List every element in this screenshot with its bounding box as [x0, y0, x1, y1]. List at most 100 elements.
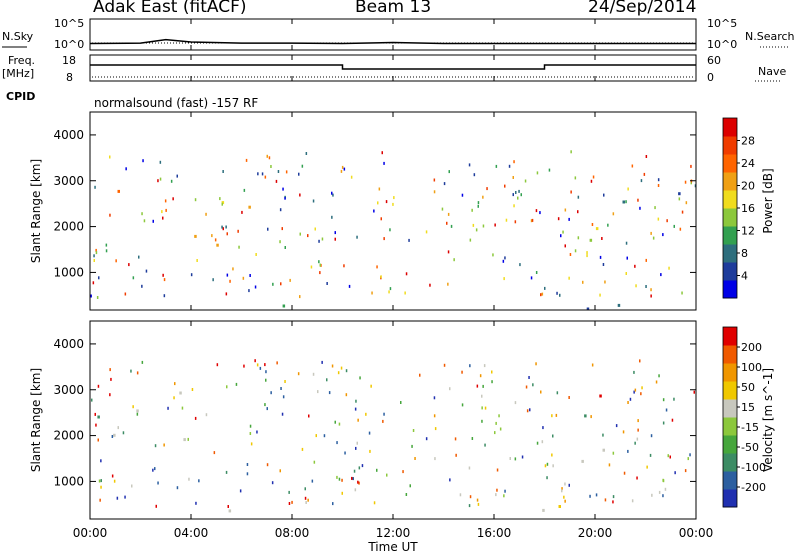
noise-cell — [530, 276, 533, 280]
noise-cell — [469, 238, 472, 242]
noise-cell — [574, 176, 577, 180]
noise-cell — [373, 501, 376, 505]
freq-unit: [MHz] — [2, 67, 34, 80]
colorbar-swatch — [723, 262, 737, 281]
noise-cell — [658, 374, 660, 378]
noise-cell — [111, 435, 114, 438]
noise-cell — [132, 405, 134, 409]
colorbar-swatch — [723, 244, 737, 263]
noise-cell — [475, 228, 478, 232]
noise-cell — [124, 495, 126, 499]
noise-cell — [205, 413, 208, 417]
noise-cell — [568, 396, 570, 399]
velocity-ylabel: Slant Range [km] — [29, 368, 43, 472]
noise-cell — [484, 443, 486, 447]
noise-cell — [225, 470, 228, 474]
noise-cell — [469, 495, 472, 499]
noise-cell — [222, 227, 224, 231]
noise-cell — [196, 259, 198, 262]
noise-cell — [113, 479, 116, 483]
noise-cell — [582, 280, 584, 284]
noise-cell — [331, 215, 333, 219]
noise-cell — [528, 376, 530, 379]
noise-cell — [167, 406, 169, 410]
noise-cell — [232, 267, 234, 271]
noise-cell — [307, 234, 309, 238]
noise-cell — [288, 490, 290, 494]
data-cell — [117, 189, 120, 193]
noise-cell — [665, 408, 668, 412]
noise-cell — [388, 290, 390, 294]
colorbar-swatch — [723, 489, 737, 508]
noise-cell — [517, 196, 519, 200]
noise-cell — [694, 184, 697, 188]
data-cell — [136, 409, 139, 413]
noise-cell — [172, 197, 174, 201]
noise-cell — [637, 428, 639, 432]
noise-cell — [266, 154, 268, 158]
data-cell — [599, 394, 602, 398]
noise-cell — [433, 414, 436, 418]
noise-cell — [447, 212, 450, 216]
noise-cell — [552, 434, 554, 438]
colorbar-tick-label: 20 — [741, 180, 755, 193]
x-tick-label: 08:00 — [275, 526, 310, 540]
noise-cell — [449, 387, 451, 391]
noise-cell — [187, 437, 189, 441]
noise-cell — [354, 488, 357, 492]
data-cell — [589, 238, 593, 242]
noise-cell — [540, 390, 542, 394]
noise-cell — [635, 284, 637, 288]
noise-cell — [163, 294, 166, 298]
noise-cell — [577, 236, 580, 240]
noise-cell — [441, 207, 444, 211]
noise-cell — [539, 211, 541, 215]
noise-cell — [90, 294, 92, 298]
noise-cell — [608, 463, 611, 467]
noise-cell — [259, 366, 262, 370]
noise-cell — [130, 369, 132, 373]
noise-cell — [345, 393, 348, 397]
noise-cell — [535, 209, 538, 213]
noise-cell — [443, 363, 446, 367]
noise-cell — [276, 361, 278, 365]
noise-cell — [468, 466, 471, 470]
noise-cell — [304, 487, 306, 491]
noise-cell — [268, 156, 271, 160]
colorbar-tick-label: -100 — [741, 461, 766, 474]
noise-cell — [284, 380, 286, 383]
noise-cell — [690, 181, 692, 185]
noise-cell — [612, 500, 614, 504]
noise-cell — [246, 463, 249, 466]
noise-cell — [116, 496, 119, 500]
noise-cell — [376, 468, 378, 472]
noise-cell — [221, 202, 223, 206]
x-tick-label: 20:00 — [578, 526, 613, 540]
noise-cell — [340, 366, 343, 370]
noise-cell — [117, 426, 119, 430]
noise-cell — [505, 218, 508, 222]
colorbar-tick-label: -200 — [741, 481, 766, 494]
noise-cell — [331, 191, 333, 195]
noise-cell — [433, 190, 436, 194]
noise-cell — [477, 204, 479, 208]
noise-cell — [657, 184, 660, 187]
noise-cell — [291, 500, 293, 504]
noise-cell — [271, 481, 274, 485]
noise-cell — [340, 169, 343, 173]
noise-cell — [433, 396, 436, 400]
noise-cell — [307, 498, 309, 502]
noise-cell — [190, 273, 193, 277]
noise-cell — [425, 437, 428, 441]
noise-cell — [371, 291, 373, 295]
noise-cell — [518, 189, 520, 193]
noise-cell — [165, 208, 167, 212]
noise-cell — [128, 263, 130, 267]
noise-cell — [173, 396, 175, 400]
noise-cell — [94, 185, 96, 189]
noise-cell — [219, 197, 221, 201]
noise-cell — [319, 271, 321, 275]
noise-cell — [414, 457, 416, 460]
noise-cell — [604, 280, 606, 284]
